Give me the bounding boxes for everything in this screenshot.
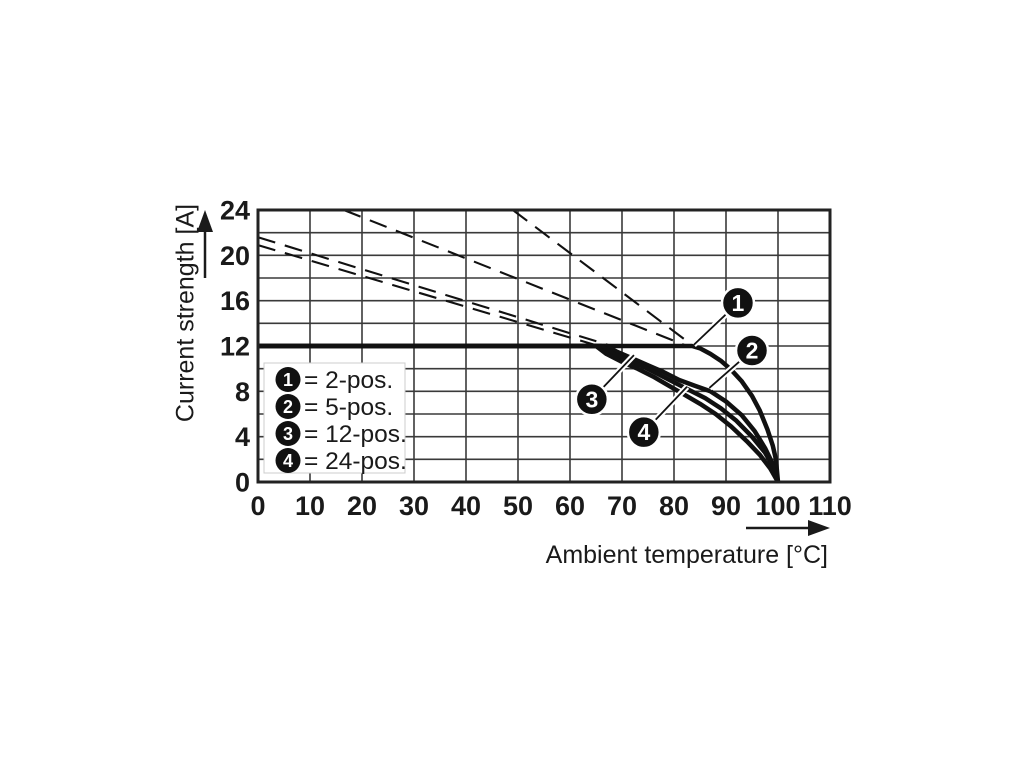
x-tick-label: 110: [808, 491, 852, 521]
y-axis-title: Current strength [A]: [171, 203, 200, 423]
legend-marker-number: 4: [283, 451, 293, 471]
callout-bubble-4: [626, 414, 662, 450]
derating-line-dashed: [257, 236, 612, 348]
y-tick-label: 20: [220, 241, 250, 271]
y-tick-label: 16: [220, 286, 250, 316]
derating-curve-solid: [258, 343, 781, 483]
legend-marker-1: [275, 367, 301, 392]
callout-bubble-1: [720, 285, 756, 321]
x-tick-label: 50: [503, 491, 533, 521]
callout-number: 2: [746, 338, 759, 364]
x-tick-label: 60: [555, 491, 585, 521]
x-tick-label: 10: [295, 491, 325, 521]
x-tick-label: 20: [347, 491, 377, 521]
legend-marker-number: 3: [283, 424, 293, 444]
legend-item-label: = 2-pos.: [304, 367, 393, 394]
derating-curve-solid: [258, 343, 780, 484]
legend-marker-2: [275, 394, 301, 419]
x-tick-label: 70: [607, 491, 637, 521]
legend-item-label: = 24-pos.: [304, 448, 407, 475]
callout-bubble-3: [574, 382, 610, 417]
legend-item-label: = 12-pos.: [304, 421, 407, 448]
y-tick-label: 4: [235, 422, 250, 452]
x-tick-label: 100: [755, 491, 800, 521]
y-tick-label: 24: [220, 196, 250, 226]
derating-line-dashed: [512, 209, 696, 348]
x-tick-label: 30: [399, 491, 429, 521]
callout-number: 1: [732, 290, 745, 316]
legend-item-label: = 5-pos.: [304, 394, 393, 421]
x-axis-title: Ambient temperature [°C]: [545, 541, 828, 569]
y-tick-label: 0: [235, 468, 250, 498]
derating-line-dashed: [257, 244, 599, 348]
callout-bubble-2: [734, 333, 770, 368]
y-tick-label: 12: [220, 332, 250, 362]
x-tick-label: 80: [659, 491, 689, 521]
callout-number: 4: [637, 419, 650, 445]
x-tick-label: 90: [711, 491, 741, 521]
derating-curve-solid: [258, 343, 781, 483]
derating-line-dashed: [343, 209, 688, 347]
plot-border: [256, 208, 832, 484]
x-axis-arrow-head: [808, 520, 830, 536]
y-axis-arrow-head: [197, 210, 213, 232]
legend-marker-number: 1: [283, 370, 293, 390]
legend-marker-number: 2: [283, 397, 293, 417]
y-tick-label: 8: [235, 377, 250, 407]
legend-marker-4: [275, 448, 301, 473]
legend-marker-3: [275, 421, 301, 446]
derating-curve-solid: [258, 343, 781, 483]
x-tick-label: 40: [451, 491, 481, 521]
x-tick-label: 0: [250, 491, 265, 521]
callout-number: 3: [585, 386, 598, 412]
